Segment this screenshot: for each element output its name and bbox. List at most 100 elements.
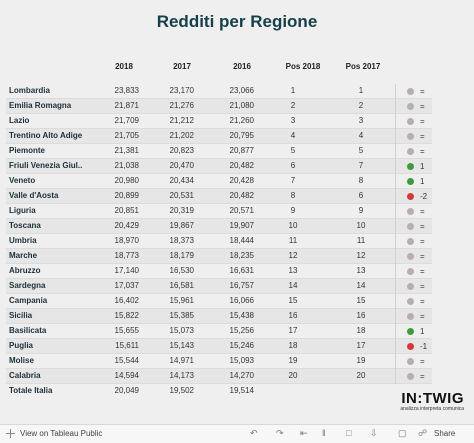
table-row[interactable]: Lombardia 23,833 23,170 23,066 1 1 [6, 84, 432, 99]
table-row[interactable]: Sicilia 15,822 15,385 15,438 16 16 [6, 309, 432, 324]
table-row[interactable]: Piemonte 21,381 20,823 20,877 5 5 [6, 144, 432, 159]
trend-row: = [405, 309, 445, 324]
fullscreen-icon[interactable]: ▢ [398, 428, 407, 438]
pause-icon[interactable]: ‖ [322, 428, 326, 438]
table-row[interactable]: Sardegna 17,037 16,581 16,757 14 14 [6, 279, 432, 294]
table-row[interactable]: Toscana 20,429 19,867 19,907 10 10 [6, 219, 432, 234]
cell-p2017: 8 [358, 176, 364, 185]
undo-icon[interactable]: ↶ [250, 428, 258, 438]
table-row[interactable]: Molise 15,544 14,971 15,093 19 19 [6, 354, 432, 369]
trend-dot-down [407, 193, 414, 200]
table-row[interactable]: Lazio 21,709 21,212 21,260 3 3 [6, 114, 432, 129]
header-pos-2018: Pos 2018 [285, 62, 321, 71]
cell-v2017: 15,961 [169, 296, 194, 305]
cell-v2017: 18,179 [169, 251, 194, 260]
table-row[interactable]: Puglia 15,611 15,143 15,246 18 17 [6, 339, 432, 354]
position-change: -2 [420, 192, 428, 201]
table-row[interactable]: Basilicata 15,655 15,073 15,256 17 18 [6, 324, 432, 339]
region-name: Toscana [9, 221, 41, 230]
comment-icon[interactable]: □ [346, 428, 352, 438]
page-title: Redditi per Regione [156, 12, 318, 31]
table-row[interactable]: Liguria 20,851 20,319 20,571 9 9 [6, 204, 432, 219]
trend-row: = [405, 114, 445, 129]
table-row[interactable]: Marche 18,773 18,179 18,235 12 12 [6, 249, 432, 264]
region-name: Liguria [9, 206, 36, 215]
share-button[interactable]: Share [434, 429, 456, 438]
region-name: Veneto [9, 176, 36, 185]
cell-v2017: 15,385 [169, 311, 194, 320]
trend-row: = [405, 99, 445, 114]
cell-v2017: 20,319 [169, 206, 194, 215]
cell-v2018: 20,851 [114, 206, 139, 215]
download-icon[interactable]: ⇩ [370, 428, 378, 438]
total-v2018: 20,049 [114, 386, 139, 395]
table-row[interactable]: Trentino Alto Adige 21,705 21,202 20,795 4 4 [6, 129, 432, 144]
cell-p2017: 13 [356, 266, 366, 275]
position-change: = [420, 207, 425, 216]
trend-row: -2 [405, 189, 445, 204]
cell-v2017: 21,276 [169, 101, 194, 110]
table-row[interactable]: Emilia Romagna 21,871 21,276 21,080 2 2 [6, 99, 432, 114]
table-row[interactable]: Umbria 18,970 18,373 18,444 11 11 [6, 234, 432, 249]
trend-row: = [405, 129, 445, 144]
cell-p2018: 8 [290, 191, 296, 200]
cell-v2017: 15,143 [169, 341, 194, 350]
table-row[interactable]: Campania 16,402 15,961 16,066 15 15 [6, 294, 432, 309]
cell-v2018: 17,037 [114, 281, 139, 290]
cell-v2016: 18,444 [229, 236, 254, 245]
region-name: Emilia Romagna [9, 101, 72, 110]
trend-row: = [405, 204, 445, 219]
tableau-toolbar: View on Tableau Public ↶ ↷ ⇤ ‖ □ ⇩ ▢ ☍ S… [0, 424, 474, 443]
region-name: Trentino Alto Adige [9, 131, 83, 140]
view-on-tableau-link[interactable]: View on Tableau Public [20, 429, 103, 438]
region-name: Puglia [9, 341, 34, 350]
trend-row: = [405, 354, 445, 369]
region-name: Sicilia [9, 311, 33, 320]
trend-dot-up [407, 328, 414, 335]
table-row[interactable]: Abruzzo 17,140 16,530 16,631 13 13 [6, 264, 432, 279]
redo-icon[interactable]: ↷ [276, 428, 284, 438]
header-2018: 2018 [115, 62, 133, 71]
cell-p2018: 14 [288, 281, 298, 290]
table-row[interactable]: Veneto 20,980 20,434 20,428 7 8 [6, 174, 432, 189]
trend-dot-same [407, 148, 414, 155]
table-row[interactable]: Valle d'Aosta 20,899 20,531 20,482 8 6 [6, 189, 432, 204]
cell-v2018: 21,871 [114, 101, 139, 110]
trend-row: = [405, 144, 445, 159]
cell-v2016: 14,270 [229, 371, 254, 380]
cell-p2018: 19 [288, 356, 298, 365]
cell-v2016: 20,877 [229, 146, 254, 155]
cell-p2018: 12 [288, 251, 298, 260]
cell-v2018: 23,833 [114, 86, 139, 95]
header-2016: 2016 [233, 62, 251, 71]
cell-v2018: 14,594 [114, 371, 139, 380]
position-change: = [420, 117, 425, 126]
cell-p2017: 6 [358, 191, 364, 200]
trend-row: = [405, 84, 445, 99]
cell-v2016: 15,093 [229, 356, 254, 365]
revert-icon[interactable]: ⇤ [300, 428, 308, 438]
cell-v2017: 18,373 [169, 236, 194, 245]
trend-dot-same [407, 118, 414, 125]
cell-v2018: 17,140 [114, 266, 139, 275]
cell-v2017: 20,434 [169, 176, 194, 185]
cell-p2018: 6 [290, 161, 296, 170]
cell-p2018: 10 [288, 221, 298, 230]
share-icon[interactable]: ☍ [418, 428, 428, 438]
position-change: = [420, 357, 425, 366]
trend-dot-up [407, 163, 414, 170]
table-row[interactable]: Calabria 14,594 14,173 14,270 20 20 [6, 369, 432, 384]
cell-v2018: 20,980 [114, 176, 139, 185]
table-row[interactable]: Friuli Venezia Giul.. 21,038 20,470 20,482 6… [6, 159, 432, 174]
trend-dot-same [407, 208, 414, 215]
cell-v2017: 20,470 [169, 161, 194, 170]
trend-row: 1 [405, 324, 445, 339]
cell-v2016: 16,757 [229, 281, 254, 290]
region-name: Campania [9, 296, 48, 305]
trend-row: = [405, 234, 445, 249]
trend-dot-up [407, 178, 414, 185]
cell-p2017: 4 [358, 131, 364, 140]
logo-tagline: analizza interpreta comunica [400, 406, 464, 412]
trend-row: 1 [405, 159, 445, 174]
region-name: Piemonte [9, 146, 46, 155]
